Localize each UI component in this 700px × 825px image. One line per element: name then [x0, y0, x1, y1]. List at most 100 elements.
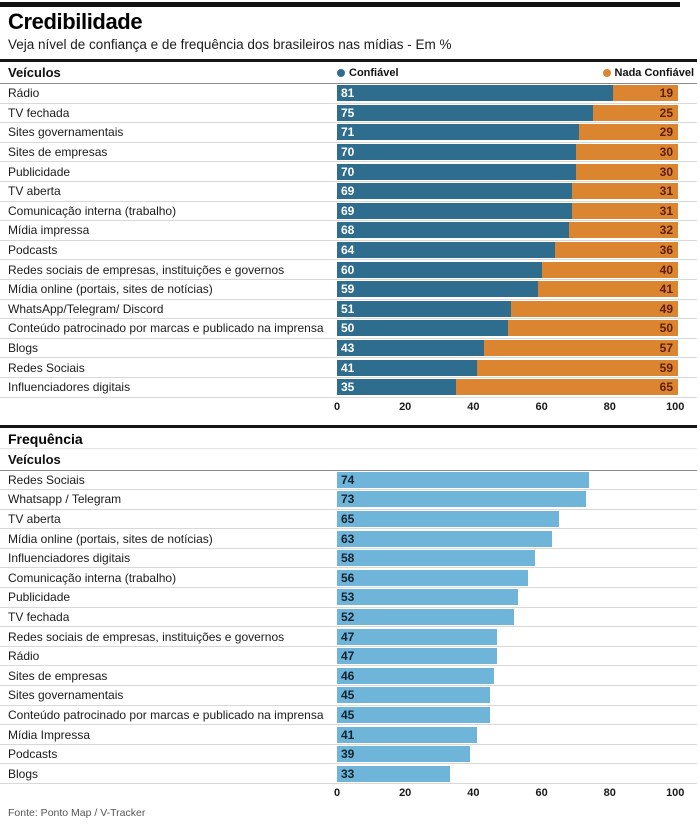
- axis-tick-label: 100: [666, 787, 685, 799]
- bar-area: 64 36: [337, 242, 678, 259]
- category-label: Comunicação interna (trabalho): [8, 203, 177, 218]
- credibility-bar-rows: Rádio 81 19 TV fechada 75 25 Sites governament…: [0, 84, 697, 398]
- frequency-x-axis: 0 20 40 60 80 100: [333, 784, 684, 802]
- credibility-row: WhatsApp/Telegram/ Discord 51 49: [0, 300, 697, 320]
- category-label: Mídia Impressa: [8, 727, 91, 742]
- column-header-veiculos-2: Veículos: [8, 451, 61, 467]
- frequency-chart-header: Veículos: [0, 449, 697, 471]
- frequency-bar: 39: [337, 746, 470, 763]
- frequency-row: Sites governamentais 45: [0, 686, 697, 706]
- nada-confiavel-bar-segment: 50: [507, 320, 678, 337]
- category-label: Blogs: [8, 766, 39, 781]
- frequency-bar: 33: [337, 765, 450, 782]
- confiavel-bar-segment: 70: [337, 163, 576, 180]
- nada-confiavel-bar-segment: 40: [541, 261, 678, 278]
- axis-tick-label: 0: [333, 787, 341, 799]
- nada-confiavel-bar-segment: 32: [568, 222, 678, 239]
- bar-area: 41: [337, 726, 678, 743]
- legend-item-nada-confiavel: Nada Confiável: [602, 67, 694, 79]
- category-label: Whatsapp / Telegram: [8, 492, 122, 507]
- confiavel-bar-segment: 81: [337, 85, 614, 102]
- bar-area: 63: [337, 530, 678, 547]
- bar-area: 75 25: [337, 104, 678, 121]
- axis-tick-label: 100: [666, 400, 685, 413]
- confiavel-bar-segment: 59: [337, 281, 539, 298]
- category-label: Podcasts: [8, 243, 58, 258]
- frequency-bar: 41: [337, 726, 477, 743]
- confiavel-bar-segment: 71: [337, 124, 580, 141]
- bar-area: 53: [337, 589, 678, 606]
- nada-confiavel-bar-segment: 41: [538, 281, 678, 298]
- bar-area: 58: [337, 550, 678, 567]
- credibility-row: Sites de empresas 70 30: [0, 143, 697, 163]
- nada-confiavel-bar-segment: 19: [613, 85, 678, 102]
- axis-tick-label: 60: [535, 400, 548, 413]
- category-label: Conteúdo patrocinado por marcas e public…: [8, 707, 324, 722]
- page-subtitle: Veja nível de confiança e de frequência …: [8, 37, 452, 52]
- axis-tick-label: 40: [467, 400, 480, 413]
- bar-area: 52: [337, 608, 678, 625]
- legend-label-confiavel: Confiável: [349, 67, 399, 79]
- section-divider-frequencia: [0, 424, 697, 428]
- axis-tick-label: 60: [535, 787, 548, 799]
- column-header-veiculos-1: Veículos: [8, 65, 61, 80]
- category-label: Podcasts: [8, 747, 58, 762]
- bar-area: 69 31: [337, 183, 678, 200]
- confiavel-bar-segment: 60: [337, 261, 542, 278]
- page-title: Credibilidade: [8, 9, 143, 34]
- confiavel-bar-segment: 51: [337, 300, 511, 317]
- credibility-row: Redes sociais de empresas, instituições …: [0, 260, 697, 280]
- bar-area: 71 29: [337, 124, 678, 141]
- credibility-row: Conteúdo patrocinado por marcas e public…: [0, 319, 697, 339]
- frequency-bar-rows: Redes Sociais 74 Whatsapp / Telegram 73 TV a…: [0, 471, 697, 784]
- frequency-row: Mídia Impressa 41: [0, 725, 697, 745]
- credibility-row: Publicidade 70 30: [0, 162, 697, 182]
- frequency-row: Rádio 47: [0, 647, 697, 667]
- nada-confiavel-bar-segment: 30: [575, 144, 678, 161]
- frequency-row: TV fechada 52: [0, 608, 697, 628]
- axis-tick-label: 80: [603, 787, 616, 799]
- bar-area: 33: [337, 765, 678, 782]
- frequency-bar: 73: [337, 491, 586, 508]
- category-label: Conteúdo patrocinado por marcas e public…: [8, 321, 324, 336]
- confiavel-bar-segment: 43: [337, 340, 484, 357]
- bar-area: 41 59: [337, 359, 678, 376]
- category-label: Redes sociais de empresas, instituições …: [8, 262, 285, 277]
- frequency-row: Redes sociais de empresas, instituições …: [0, 627, 697, 647]
- frequency-section-title: Frequência: [8, 430, 83, 447]
- nada-confiavel-bar-segment: 30: [575, 163, 678, 180]
- frequency-bar: 74: [337, 471, 590, 488]
- axis-tick-label: 20: [399, 400, 412, 413]
- category-label: Rádio: [8, 86, 40, 101]
- frequency-bar: 63: [337, 530, 552, 547]
- category-label: Mídia impressa: [8, 223, 90, 238]
- category-label: WhatsApp/Telegram/ Discord: [8, 301, 164, 316]
- frequency-row: Sites de empresas 46: [0, 666, 697, 687]
- category-label: TV aberta: [8, 184, 61, 199]
- category-label: Comunicação interna (trabalho): [8, 570, 177, 585]
- section-divider-credibilidade: [0, 59, 697, 62]
- bar-area: 43 57: [337, 340, 678, 357]
- credibility-row: Podcasts 64 36: [0, 241, 697, 261]
- bar-area: 47: [337, 628, 678, 645]
- credibility-row: Mídia online (portais, sites de notícias…: [0, 280, 697, 300]
- frequency-section-header: Frequência: [0, 428, 697, 449]
- category-label: Publicidade: [8, 164, 71, 179]
- frequency-bar: 53: [337, 589, 518, 606]
- axis-tick-label: 40: [467, 787, 480, 799]
- category-label: Redes Sociais: [8, 472, 85, 487]
- bar-area: 73: [337, 491, 678, 508]
- frequency-bar: 45: [337, 706, 491, 723]
- confiavel-bar-segment: 50: [337, 320, 508, 337]
- bar-area: 46: [337, 667, 678, 684]
- category-label: Redes sociais de empresas, instituições …: [8, 629, 285, 644]
- category-label: Sites de empresas: [8, 668, 108, 683]
- bar-area: 81 19: [337, 85, 678, 102]
- credibility-row: Influenciadores digitais 35 65: [0, 378, 697, 398]
- confiavel-bar-segment: 69: [337, 183, 573, 200]
- category-label: Sites governamentais: [8, 125, 124, 140]
- bar-area: 59 41: [337, 281, 678, 298]
- frequency-row: Publicidade 53: [0, 588, 697, 608]
- frequency-row: Blogs 33: [0, 764, 697, 784]
